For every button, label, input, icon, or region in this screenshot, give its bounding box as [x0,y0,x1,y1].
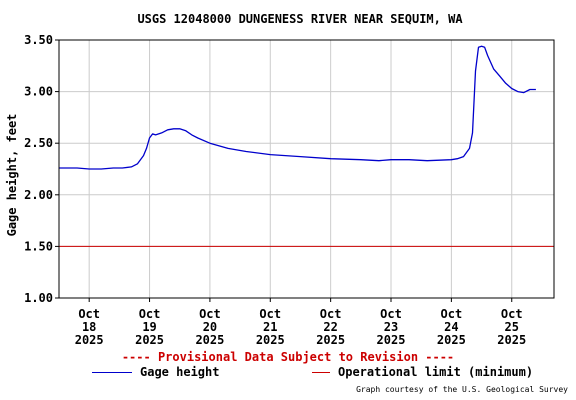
x-tick-label: 21 [263,320,277,334]
y-tick-label: 2.50 [24,136,53,150]
x-tick-label: 2025 [377,333,406,347]
y-tick-label: 3.00 [24,85,53,99]
x-tick-label: Oct [139,307,161,321]
chart-title: USGS 12048000 DUNGENESS RIVER NEAR SEQUI… [137,12,463,26]
x-tick-label: 23 [384,320,398,334]
y-tick-label: 1.00 [24,291,53,305]
x-tick-label: Oct [199,307,221,321]
x-tick-label: Oct [259,307,281,321]
x-tick-label: Oct [501,307,523,321]
x-tick-label: 2025 [497,333,526,347]
provisional-data-notice: ---- Provisional Data Subject to Revisio… [121,350,455,364]
x-tick-label: 2025 [75,333,104,347]
x-tick-label: 25 [505,320,519,334]
grid-lines [59,39,554,299]
legend-operational-limit-swatch [312,372,330,373]
y-tick-labels: 1.00 1.50 2.00 2.50 3.00 3.50 [24,33,59,305]
x-tick-label: Oct [380,307,402,321]
x-tick-label: 22 [323,320,337,334]
x-tick-label: Oct [441,307,463,321]
x-tick-label: 2025 [135,333,164,347]
plot-area-border [58,39,555,299]
series-layer [59,45,536,170]
legend-operational-limit-label: Operational limit (minimum) [338,365,534,379]
y-tick-label: 3.50 [24,33,53,47]
x-tick-labels: Oct182025Oct192025Oct202025Oct212025Oct2… [75,298,526,347]
graph-credit: Graph courtesy of the U.S. Geological Su… [356,385,568,394]
y-tick-label: 1.50 [24,239,53,253]
legend-gage-height-swatch [92,372,132,373]
y-tick-label: 2.00 [24,188,53,202]
y-axis-label: Gage height, feet [5,114,19,237]
x-tick-label: 24 [444,320,458,334]
x-tick-label: 19 [142,320,156,334]
gage-height-series-line [59,45,536,170]
x-tick-label: 18 [82,320,96,334]
x-tick-label: 20 [203,320,217,334]
x-tick-label: Oct [78,307,100,321]
x-tick-label: 2025 [256,333,285,347]
x-tick-label: 2025 [316,333,345,347]
x-tick-label: 2025 [437,333,466,347]
x-tick-label: Oct [320,307,342,321]
legend-gage-height-label: Gage height [140,365,220,379]
x-tick-label: 2025 [195,333,224,347]
